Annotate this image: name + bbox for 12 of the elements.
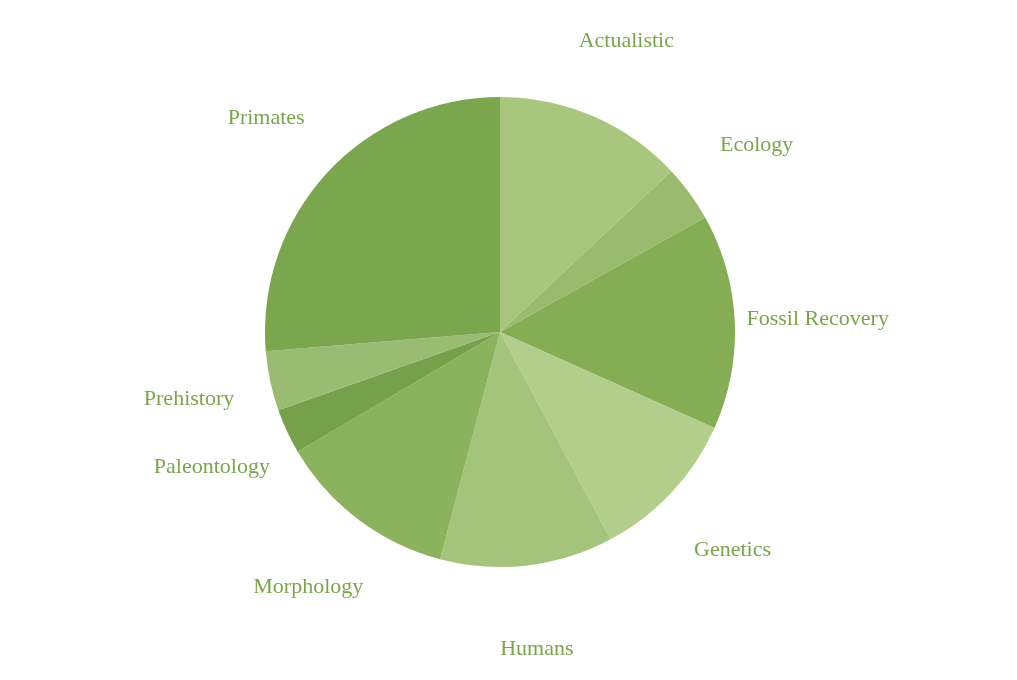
pie-slice (265, 332, 500, 411)
slice-label: Prehistory (143, 385, 235, 411)
slice-label: Ecology (720, 131, 794, 157)
slice-label: Genetics (694, 535, 771, 561)
slice-label: Humans (500, 634, 574, 660)
slice-label: Primates (227, 103, 305, 129)
slice-label: Fossil Recovery (746, 305, 889, 331)
slice-label: Paleontology (153, 453, 270, 479)
slice-label: Morphology (253, 572, 364, 598)
pie-slice (500, 171, 706, 332)
slice-label: Actualistic (578, 27, 675, 53)
pie-slice (500, 332, 715, 540)
